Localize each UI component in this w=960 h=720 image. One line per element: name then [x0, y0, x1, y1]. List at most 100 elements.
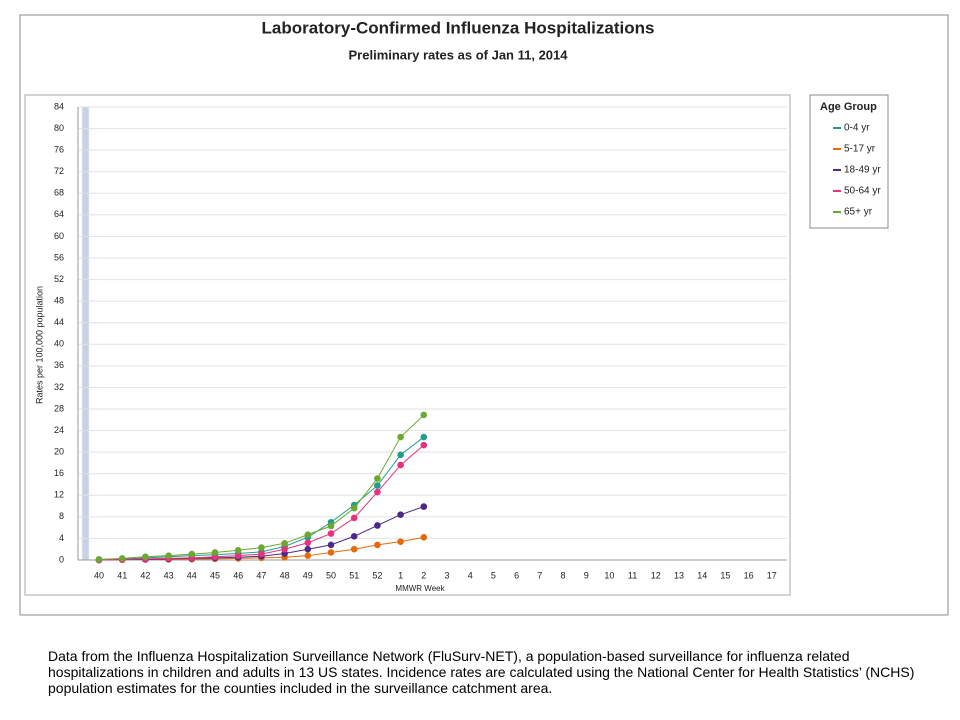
data-point [350, 532, 358, 540]
y-tick-label: 44 [54, 317, 64, 327]
y-tick-label: 64 [54, 209, 64, 219]
x-tick-label: 46 [233, 570, 243, 580]
x-tick-label: 7 [537, 570, 542, 580]
legend-label: 65+ yr [844, 207, 873, 218]
x-tick-label: 52 [372, 570, 382, 580]
y-tick-label: 4 [59, 533, 64, 543]
data-point [397, 461, 404, 469]
data-point [397, 451, 404, 459]
data-point [95, 556, 103, 563]
y-axis-label: Rates per 100,000 population [34, 286, 44, 404]
data-point [188, 550, 196, 558]
data-point [304, 545, 312, 553]
y-tick-label: 68 [54, 188, 64, 198]
data-point [304, 531, 312, 538]
x-tick-label: 9 [584, 570, 589, 580]
y-tick-label: 40 [54, 339, 64, 349]
data-point [374, 475, 381, 482]
y-tick-label: 32 [54, 382, 64, 392]
data-point [420, 433, 428, 441]
data-point [350, 545, 358, 553]
data-point [397, 538, 404, 545]
data-point [397, 433, 404, 441]
data-point [304, 539, 312, 547]
y-tick-label: 84 [54, 101, 64, 111]
x-tick-label: 10 [604, 570, 614, 580]
x-tick-label: 3 [444, 570, 449, 580]
plot-frame [24, 94, 791, 596]
data-point [327, 549, 335, 556]
x-tick-label: 43 [164, 570, 174, 580]
data-point [234, 546, 242, 554]
bar-decoration [81, 106, 90, 561]
x-axis-label: MMWR Week [395, 584, 445, 593]
y-tick-label: 72 [54, 166, 64, 176]
y-tick-label: 48 [54, 296, 64, 306]
x-tick-label: 15 [720, 570, 730, 580]
x-tick-label: 51 [349, 570, 359, 580]
y-tick-label: 28 [54, 403, 64, 413]
y-tick-label: 12 [54, 490, 64, 500]
data-point [281, 545, 288, 553]
y-tick-label: 20 [54, 447, 64, 457]
data-point [420, 534, 428, 541]
x-tick-label: 16 [744, 570, 754, 580]
x-tick-label: 14 [697, 570, 707, 580]
data-point [118, 555, 126, 562]
legend-label: 0-4 yr [844, 123, 870, 134]
data-point [142, 553, 149, 561]
x-tick-label: 2 [421, 570, 426, 580]
x-tick-label: 40 [94, 570, 104, 580]
legend-label: 18-49 yr [844, 165, 881, 176]
data-point [327, 541, 335, 549]
y-tick-label: 36 [54, 360, 64, 370]
y-tick-label: 8 [59, 511, 64, 521]
data-point [350, 514, 358, 522]
chart-subtitle: Preliminary rates as of Jan 11, 2014 [349, 47, 569, 62]
data-point [374, 522, 381, 529]
x-tick-label: 42 [140, 570, 150, 580]
x-tick-label: 1 [398, 570, 403, 580]
data-point [420, 503, 428, 510]
data-point [350, 504, 358, 512]
y-tick-label: 52 [54, 274, 64, 284]
x-tick-label: 11 [628, 570, 637, 580]
chart-title: Laboratory-Confirmed Influenza Hospitali… [262, 18, 655, 37]
data-point [327, 530, 335, 537]
legend-label: 50-64 yr [844, 186, 881, 197]
x-tick-label: 49 [303, 570, 313, 580]
data-point [374, 482, 381, 489]
data-point [165, 552, 172, 559]
data-point [374, 541, 381, 549]
data-point [258, 550, 265, 558]
y-tick-label: 56 [54, 252, 64, 262]
data-point [397, 511, 404, 518]
x-tick-label: 50 [326, 570, 336, 580]
data-point [234, 552, 242, 559]
data-point [258, 544, 265, 551]
y-tick-label: 76 [54, 145, 64, 155]
chart: Laboratory-Confirmed Influenza Hospitali… [19, 14, 949, 616]
x-tick-label: 44 [187, 570, 197, 580]
legend-box [809, 94, 889, 229]
x-tick-label: 48 [280, 570, 290, 580]
y-tick-label: 80 [54, 123, 64, 133]
data-point [420, 411, 428, 419]
x-tick-label: 47 [256, 570, 266, 580]
data-point [420, 441, 428, 449]
x-tick-label: 12 [651, 570, 661, 580]
data-point [211, 549, 219, 556]
y-tick-label: 60 [54, 231, 64, 241]
legend-label: 5-17 yr [844, 144, 876, 155]
x-tick-label: 8 [560, 570, 565, 580]
x-tick-label: 45 [210, 570, 220, 580]
x-tick-label: 6 [514, 570, 519, 580]
data-point [304, 552, 312, 559]
data-point [374, 488, 381, 496]
x-tick-label: 41 [117, 570, 127, 580]
y-tick-label: 16 [54, 468, 64, 478]
legend-title: Age Group [820, 101, 877, 113]
x-tick-label: 13 [674, 570, 684, 580]
footnote: Data from the Influenza Hospitalization … [48, 648, 915, 696]
